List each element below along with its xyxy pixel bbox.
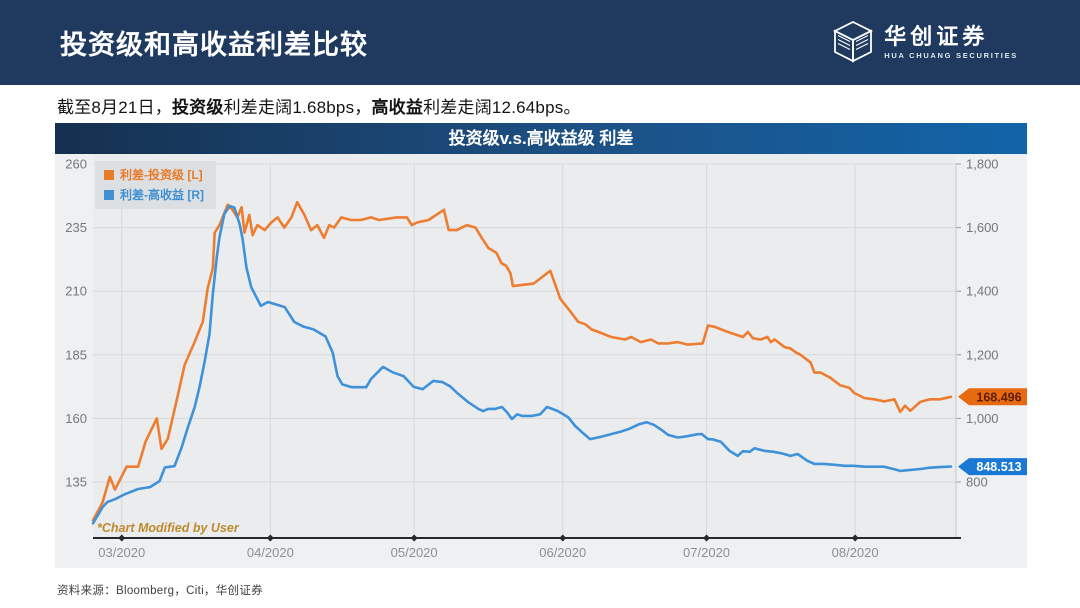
logo-name: 华创证券 (884, 23, 989, 49)
legend-item: 利差-投资级 [L] (104, 166, 204, 183)
end-value-tag (958, 458, 1030, 476)
left-axis-label: 210 (65, 284, 87, 299)
legend-swatch-icon (104, 189, 114, 200)
left-axis-label: 185 (65, 347, 87, 362)
right-axis-label: 1,600 (966, 220, 999, 235)
end-value-tag (958, 388, 1030, 406)
left-axis-label: 260 (65, 157, 87, 172)
x-axis-label: 06/2020 (539, 545, 586, 560)
x-axis-label: 07/2020 (683, 545, 730, 560)
page-title: 投资级和高收益利差比较 (60, 30, 368, 60)
plot-background (93, 154, 956, 538)
plot-area: 260 1,800 235 1,600 210 1,400 185 1,200 160 1,000… (55, 154, 1030, 568)
legend-label: 利差-高收益 [R] (120, 188, 204, 202)
logo-cube-icon (833, 20, 874, 62)
end-value-label: 168.496 (976, 390, 1021, 404)
right-axis-label: 1,000 (966, 411, 999, 426)
logo-subtitle: HUA CHUANG SECURITIES (884, 50, 1018, 60)
x-axis-label: 05/2020 (391, 545, 438, 560)
right-axis-label: 1,800 (966, 157, 999, 172)
chart-title: 投资级v.s.高收益级 利差 (55, 123, 1027, 154)
left-axis-label: 160 (65, 411, 87, 426)
line-chart: 260 1,800 235 1,600 210 1,400 185 1,200 160 1,000… (65, 154, 1030, 560)
legend: 利差-投资级 [L] 利差-高收益 [R] (95, 161, 216, 209)
end-value-label: 848.513 (976, 460, 1021, 474)
x-axis-label: 08/2020 (832, 545, 879, 560)
legend-label: 利差-投资级 [L] (120, 168, 203, 182)
x-axis-tick (266, 534, 274, 542)
source-note: 资料来源：Bloomberg，Citi，华创证券 (57, 585, 263, 597)
right-axis-label: 1,400 (966, 284, 999, 299)
summary-text: 截至8月21日，投资级利差走阔1.68bps，高收益利差走阔12.64bps。 (57, 98, 581, 117)
chart-modified-note: *Chart Modified by User (97, 521, 240, 535)
logo-text: 华创证券 HUA CHUANG SECURITIES (884, 23, 1018, 60)
series-line-利差-高收益 (91, 204, 953, 525)
right-axis-label: 1,200 (966, 347, 999, 362)
x-axis-tick (559, 534, 567, 542)
x-axis-tick (118, 534, 126, 542)
legend-swatch-icon (104, 169, 114, 180)
x-axis-tick (703, 534, 711, 542)
x-axis-label: 03/2020 (98, 545, 145, 560)
left-axis-label: 135 (65, 475, 87, 490)
x-axis-label: 04/2020 (247, 545, 294, 560)
x-axis-tick (410, 534, 418, 542)
legend-item: 利差-高收益 [R] (104, 186, 204, 203)
right-axis-label: 800 (966, 475, 988, 490)
left-axis-label: 235 (65, 220, 87, 235)
chart-panel: 投资级v.s.高收益级 利差 260 1,800 235 1,600 210 1,400 1… (55, 123, 1030, 568)
logo: 华创证券 HUA CHUANG SECURITIES (832, 20, 1018, 66)
header: 投资级和高收益利差比较 华创证券 HUA CHUANG SECURITIES (0, 0, 1080, 85)
x-axis-tick (851, 534, 859, 542)
